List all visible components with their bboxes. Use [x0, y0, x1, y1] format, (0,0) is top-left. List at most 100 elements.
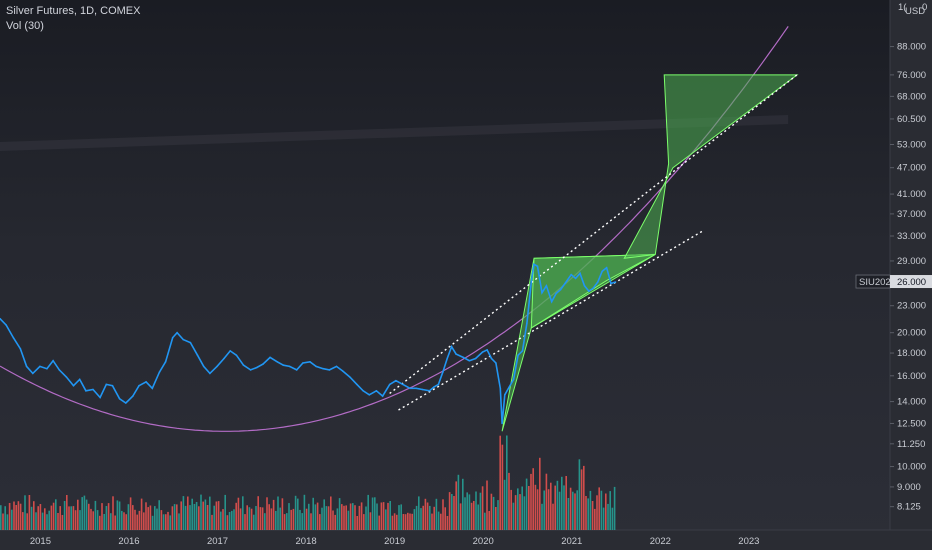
volume-bar	[116, 500, 119, 530]
price-point	[559, 288, 562, 291]
price-point	[302, 362, 304, 364]
price-point	[536, 265, 539, 268]
volume-bar	[400, 504, 402, 530]
price-tick-label: 9.000	[897, 482, 921, 493]
time-tick-label: 2020	[473, 536, 494, 547]
volume-bar	[224, 494, 226, 530]
volume-bar	[235, 502, 237, 530]
volume-bar	[479, 492, 482, 530]
price-point	[164, 361, 167, 363]
symbol-title[interactable]: Silver Futures, 1D, COMEX	[6, 5, 141, 17]
volume-bar	[39, 504, 42, 530]
volume-bar	[404, 514, 407, 530]
volume-bar	[176, 504, 178, 530]
volume-bar	[55, 499, 57, 530]
price-point	[189, 341, 192, 344]
volume-bar	[66, 495, 68, 530]
volume-bar	[486, 480, 488, 530]
volume-bar	[242, 496, 244, 530]
volume-indicator-label[interactable]: Vol (30)	[6, 20, 44, 32]
price-point	[533, 263, 535, 266]
volume-bar	[459, 503, 462, 530]
price-point	[381, 395, 384, 397]
volume-bar	[545, 473, 548, 530]
price-point	[490, 357, 493, 360]
volume-bar	[543, 490, 545, 530]
price-point	[508, 386, 511, 388]
price-point	[46, 367, 48, 370]
price-tick-label: 20.000	[897, 328, 926, 339]
price-point	[349, 376, 351, 378]
price-point	[526, 322, 528, 325]
volume-bar	[325, 506, 328, 530]
volume-bar	[552, 503, 554, 530]
volume-bar	[261, 507, 264, 530]
time-axis-panel[interactable]	[0, 530, 932, 550]
price-point	[145, 381, 147, 383]
price-point	[597, 281, 599, 283]
volume-bar	[239, 508, 242, 530]
price-point	[415, 387, 418, 390]
volume-bar	[609, 491, 611, 530]
volume-bar	[380, 502, 383, 530]
price-tick-label: 68.000	[897, 91, 926, 102]
price-axis-top-label: 1(	[898, 2, 907, 13]
volume-bar	[550, 482, 552, 530]
volume-bar	[382, 502, 385, 530]
volume-bar	[180, 501, 182, 530]
volume-bar	[305, 508, 308, 530]
volume-bar	[488, 511, 490, 530]
volume-bar	[389, 501, 391, 530]
volume-bar	[596, 495, 598, 530]
volume-bar	[365, 506, 367, 530]
volume-bar	[358, 505, 361, 530]
price-point	[202, 365, 205, 368]
price-point	[388, 383, 391, 386]
time-tick-label: 2019	[384, 536, 405, 547]
price-point	[111, 384, 114, 387]
price-point	[409, 387, 411, 390]
price-point	[368, 394, 371, 396]
volume-bar	[497, 500, 499, 530]
volume-bar	[202, 501, 204, 530]
volume-bar	[565, 476, 567, 530]
volume-histogram	[0, 435, 616, 530]
price-point	[601, 270, 603, 273]
volume-bar	[561, 476, 563, 530]
price-axis-panel[interactable]	[890, 0, 932, 530]
price-point	[555, 292, 557, 295]
volume-bar	[591, 501, 594, 530]
last-price-label: 26.000	[897, 277, 926, 288]
volume-bar	[334, 514, 336, 530]
price-tick-label: 8.125	[897, 502, 921, 513]
price-point	[583, 285, 586, 287]
volume-bar	[446, 516, 449, 530]
chart-legend: Silver Futures, 1D, COMEX Vol (30)	[6, 4, 140, 34]
volume-bar	[0, 505, 2, 530]
price-point	[269, 356, 271, 359]
volume-bar	[574, 493, 576, 530]
price-point	[0, 317, 1, 320]
price-point	[501, 422, 503, 425]
price-point	[574, 277, 577, 280]
volume-bar	[244, 514, 246, 530]
price-point	[592, 287, 595, 289]
price-point	[605, 266, 608, 269]
price-point	[92, 388, 94, 391]
price-tick-label: 29.000	[897, 256, 926, 267]
price-point	[276, 361, 279, 363]
price-point	[262, 363, 264, 365]
volume-bar	[167, 511, 169, 530]
volume-bar	[288, 503, 290, 530]
volume-bar	[536, 489, 539, 530]
volume-bar	[28, 495, 31, 530]
price-point	[541, 291, 543, 294]
volume-bar	[349, 503, 352, 530]
volume-bar	[356, 516, 358, 530]
volume-bar	[154, 506, 156, 530]
volume-bar	[259, 507, 262, 530]
volume-bar	[385, 509, 387, 530]
price-tick-label: 10.000	[897, 462, 926, 473]
time-tick-label: 2017	[207, 536, 228, 547]
